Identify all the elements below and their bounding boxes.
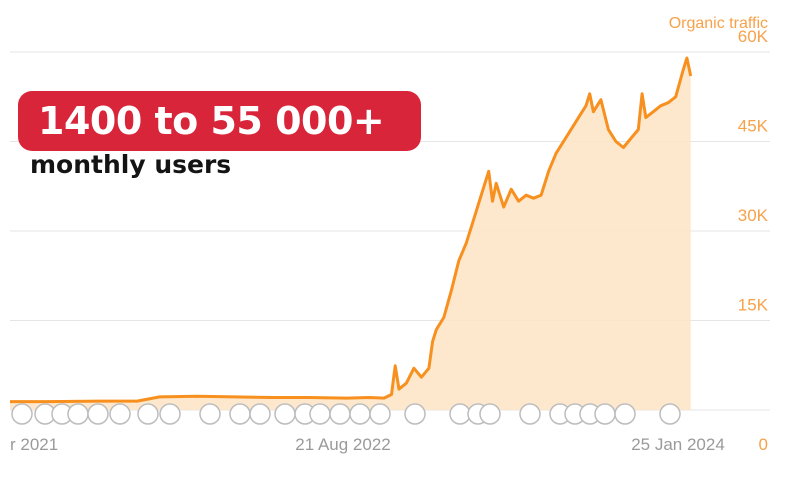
series-label: Organic traffic xyxy=(669,15,768,32)
x-tick-label: 25 Jan 2024 xyxy=(631,435,725,454)
annotation-marker[interactable] xyxy=(309,403,331,425)
y-axis-ticks: 0 15K 30K 45K 60K xyxy=(738,27,769,454)
annotation-marker[interactable] xyxy=(404,403,426,425)
annotation-marker[interactable] xyxy=(369,403,391,425)
headline-badge: 1400 to 55 000+ xyxy=(18,91,421,151)
y-tick-label: 30K xyxy=(738,206,769,225)
annotation-marker[interactable] xyxy=(479,403,501,425)
y-tick-label: 60K xyxy=(738,27,769,46)
annotation-marker[interactable] xyxy=(229,403,251,425)
x-tick-label: 21 Aug 2022 xyxy=(295,435,390,454)
annotation-marker[interactable] xyxy=(249,403,271,425)
x-axis-ticks: r 2021 21 Aug 2022 25 Jan 2024 xyxy=(10,435,725,454)
annotation-marker[interactable] xyxy=(137,403,159,425)
annotation-marker[interactable] xyxy=(449,403,471,425)
annotation-marker[interactable] xyxy=(349,403,371,425)
headline-text: 1400 to 55 000+ xyxy=(38,99,385,143)
annotation-marker[interactable] xyxy=(11,403,33,425)
y-tick-label: 15K xyxy=(738,296,769,315)
traffic-line xyxy=(10,56,693,404)
y-tick-label: 45K xyxy=(738,117,769,136)
annotation-markers xyxy=(11,403,681,425)
annotation-marker[interactable] xyxy=(519,403,541,425)
annotation-marker[interactable] xyxy=(594,403,616,425)
y-tick-label: 0 xyxy=(759,435,768,454)
annotation-marker[interactable] xyxy=(614,403,636,425)
annotation-marker[interactable] xyxy=(659,403,681,425)
traffic-area xyxy=(10,58,691,410)
annotation-marker[interactable] xyxy=(274,403,296,425)
annotation-marker[interactable] xyxy=(67,403,89,425)
annotation-marker[interactable] xyxy=(199,403,221,425)
x-tick-label: r 2021 xyxy=(10,435,58,454)
annotation-marker[interactable] xyxy=(109,403,131,425)
annotation-marker[interactable] xyxy=(159,403,181,425)
annotation-marker[interactable] xyxy=(87,403,109,425)
subheadline-text: monthly users xyxy=(30,150,232,179)
annotation-marker[interactable] xyxy=(329,403,351,425)
